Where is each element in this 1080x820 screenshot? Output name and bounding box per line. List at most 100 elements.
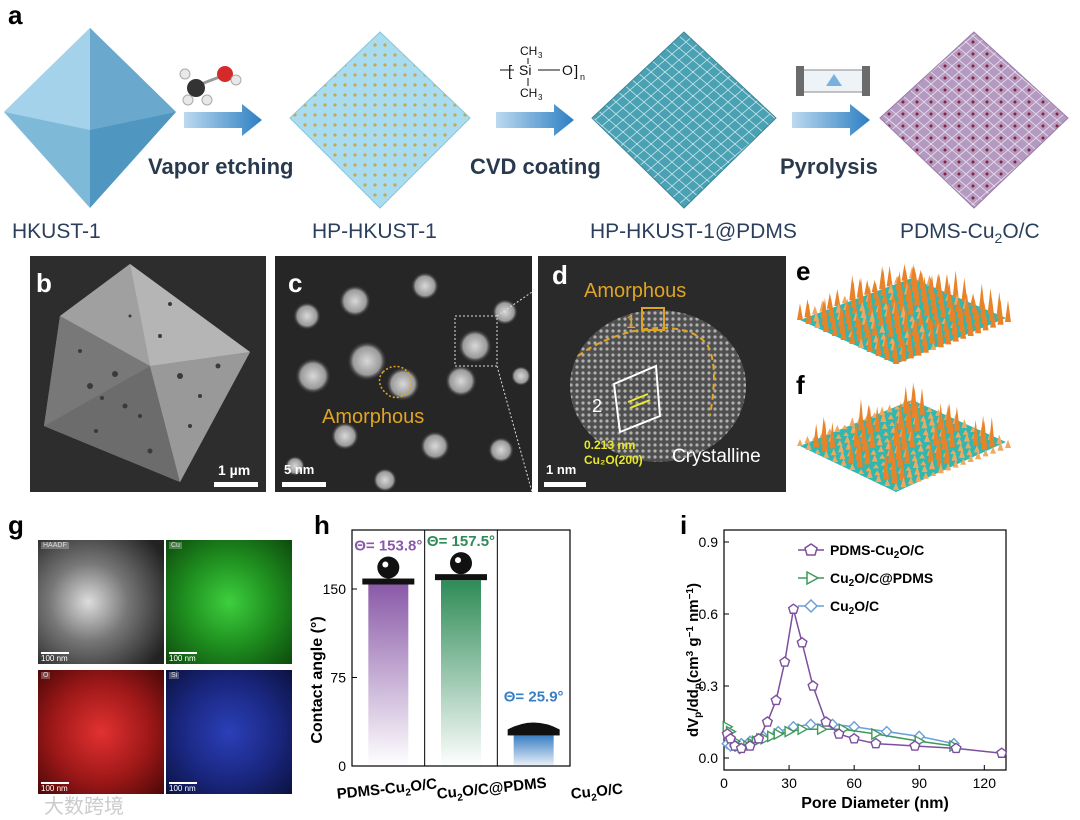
- panel-i-data-point: [880, 725, 893, 738]
- surface-peak: [902, 386, 909, 414]
- surface-peak: [965, 441, 972, 449]
- surface-peak: [856, 316, 863, 342]
- surface-peak: [884, 342, 891, 360]
- panel-i-xtick-label: 60: [846, 775, 862, 791]
- surface-peak: [814, 448, 821, 454]
- surface-peak: [944, 437, 951, 464]
- panel-i-data-point: [753, 732, 765, 744]
- watermark: 大数跨境: [44, 796, 124, 818]
- eds-o-scalebar: [41, 782, 69, 784]
- panel-h-bar: [513, 735, 554, 766]
- surface-peak: [835, 433, 842, 439]
- surface-peak: [899, 457, 906, 481]
- surface-peak: [967, 313, 974, 336]
- svg-text:3: 3: [538, 93, 543, 102]
- panel-c-scalebar: [282, 482, 326, 487]
- surface-peak: [879, 454, 886, 459]
- surface-peak: [887, 414, 894, 420]
- panel-h-droplet: [450, 552, 472, 575]
- surface-peak: [997, 441, 1004, 451]
- eds-cu-scale-label: 100 nm: [169, 654, 196, 663]
- surface-peak: [975, 450, 982, 460]
- surface-peak: [874, 291, 881, 306]
- arrow-vapor-etching: [184, 104, 262, 136]
- surface-peak: [848, 440, 855, 464]
- surface-peak: [958, 448, 965, 458]
- surface-peak: [997, 299, 1004, 325]
- surface-peak: [902, 269, 909, 288]
- tube-furnace-icon: [796, 66, 870, 96]
- panel-h-bar: [441, 580, 481, 766]
- surface-peak: [948, 417, 955, 448]
- panel-e-surface-plot: [797, 263, 1011, 364]
- surface-peak: [972, 419, 979, 446]
- surface-peak: [907, 476, 914, 485]
- surface-peak: [982, 449, 989, 457]
- surface-peak: [869, 423, 876, 448]
- surface-peak: [892, 417, 899, 447]
- panel-h-value-label: Θ= 25.9°: [504, 688, 564, 705]
- surface-peak: [900, 477, 907, 488]
- surface-peak: [844, 435, 851, 443]
- surface-peak: [858, 468, 865, 474]
- surface-peak: [907, 338, 914, 359]
- surface-peak: [843, 431, 850, 436]
- surface-peak: [917, 444, 924, 452]
- panel-i-data-point: [761, 716, 773, 727]
- surface-peak: [922, 337, 929, 353]
- surface-peak: [961, 277, 968, 302]
- surface-peak: [914, 399, 921, 432]
- surface-peak: [846, 314, 853, 331]
- panel-i-ytick-label: 0.3: [699, 678, 719, 694]
- surface-peak: [911, 386, 918, 418]
- panel-e-letter: e: [796, 256, 811, 286]
- surface-peak: [881, 289, 888, 303]
- svg-text:CH: CH: [520, 44, 537, 58]
- surface-peak: [907, 287, 914, 315]
- surface-peak: [887, 318, 894, 337]
- surface-peak: [882, 302, 889, 310]
- surface-peak: [845, 441, 852, 450]
- surface-peak: [841, 424, 848, 430]
- surface-peak: [945, 463, 952, 471]
- surface-peak: [924, 433, 931, 442]
- panel-h-droplet-substrate: [362, 578, 415, 585]
- panel-h-droplet: [377, 556, 400, 579]
- surface-peak: [831, 455, 838, 462]
- surface-peak: [879, 406, 886, 416]
- surface-peak: [930, 342, 937, 350]
- surface-peak: [953, 406, 960, 431]
- panel-h-value-label: Θ= 157.5°: [427, 533, 495, 550]
- surface-peak: [821, 419, 828, 452]
- panel-h-bar: [368, 584, 409, 766]
- panel-b-scale-label: 1 µm: [218, 462, 251, 478]
- surface-peak: [886, 265, 893, 287]
- panel-i-frame: [723, 529, 1007, 771]
- panel-i-xtick-label: 0: [720, 775, 728, 791]
- eds-haadf-map: HAADF 100 nm: [38, 540, 164, 664]
- panel-i-data-point: [833, 728, 845, 739]
- surface-peak: [871, 454, 878, 462]
- surface-peak: [813, 423, 820, 448]
- surface-peak: [926, 313, 933, 330]
- surface-peak: [932, 421, 939, 446]
- surface-peak: [962, 429, 969, 435]
- panel-b-letter: b: [36, 268, 52, 298]
- surface-peak: [945, 326, 952, 345]
- surface-peak: [886, 404, 893, 413]
- panel-i-xtick-label: 30: [781, 775, 797, 791]
- surface-peak: [879, 324, 886, 333]
- surface-peak: [874, 470, 881, 476]
- eds-cu-map: Cu 100 nm: [166, 540, 292, 664]
- surface-peak: [864, 319, 871, 339]
- surface-peak: [941, 427, 948, 450]
- surface-peak: [919, 453, 926, 459]
- surface-peak: [857, 277, 864, 305]
- panel-c-amorphous-label: Amorphous: [322, 406, 425, 428]
- surface-peak: [861, 426, 868, 451]
- surface-peak: [873, 463, 880, 469]
- surface-peak: [951, 450, 958, 461]
- panel-i-data-point: [787, 603, 799, 614]
- surface-peak: [887, 283, 894, 294]
- surface-peak: [894, 405, 901, 410]
